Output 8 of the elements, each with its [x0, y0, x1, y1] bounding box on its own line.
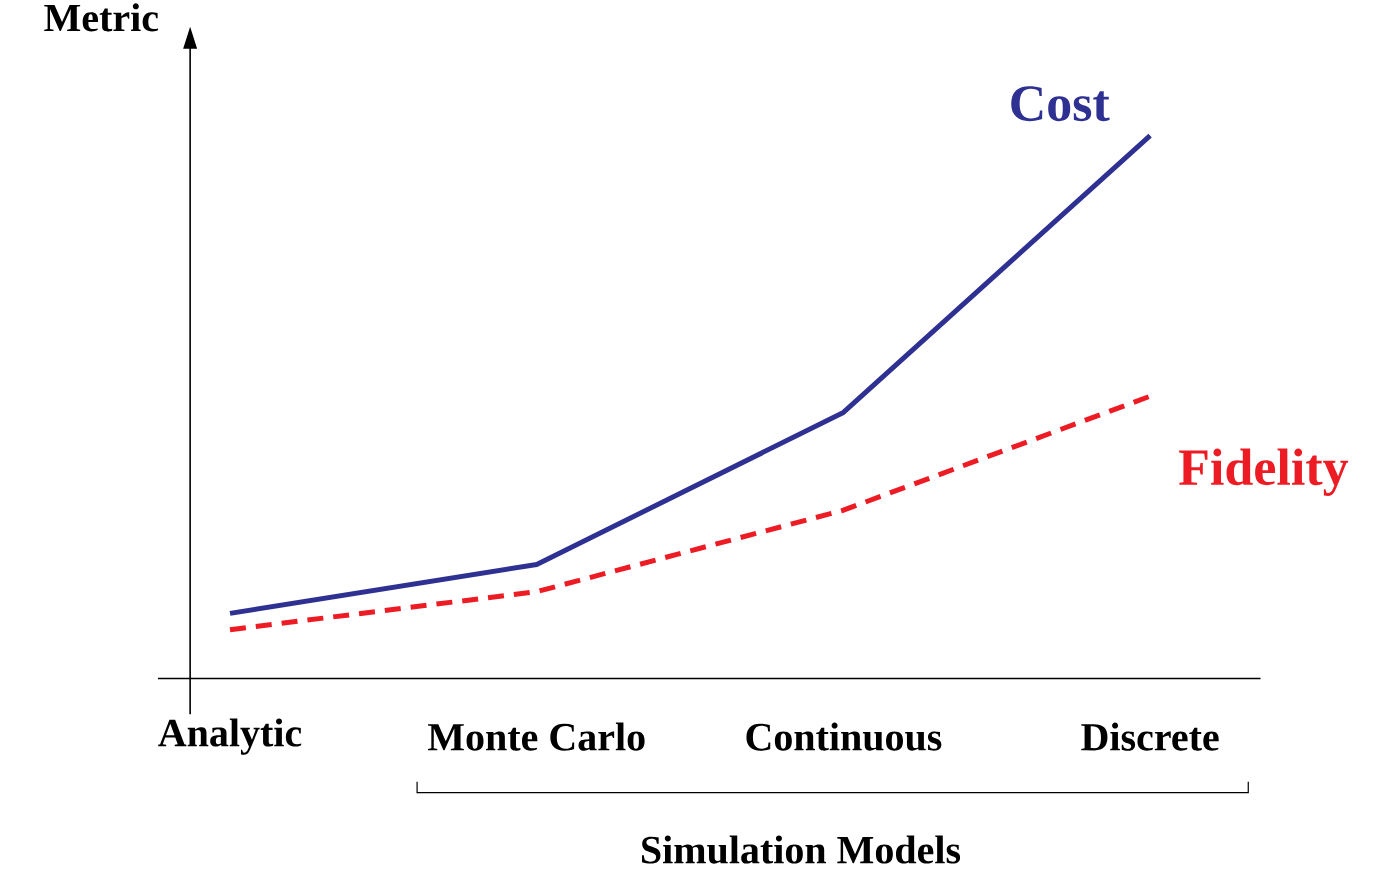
x-tick-label: Continuous — [746, 722, 942, 751]
y-axis-title: Metric — [44, 3, 159, 32]
x-tick-label: Discrete — [1081, 722, 1219, 751]
x-tick-label: Monte Carlo — [427, 722, 645, 751]
x-axis-title: Simulation Models — [642, 835, 961, 864]
x-tick-label: Analytic — [158, 718, 302, 756]
series-label: Cost — [1011, 86, 1110, 122]
series-label: Fidelity — [1179, 448, 1349, 497]
